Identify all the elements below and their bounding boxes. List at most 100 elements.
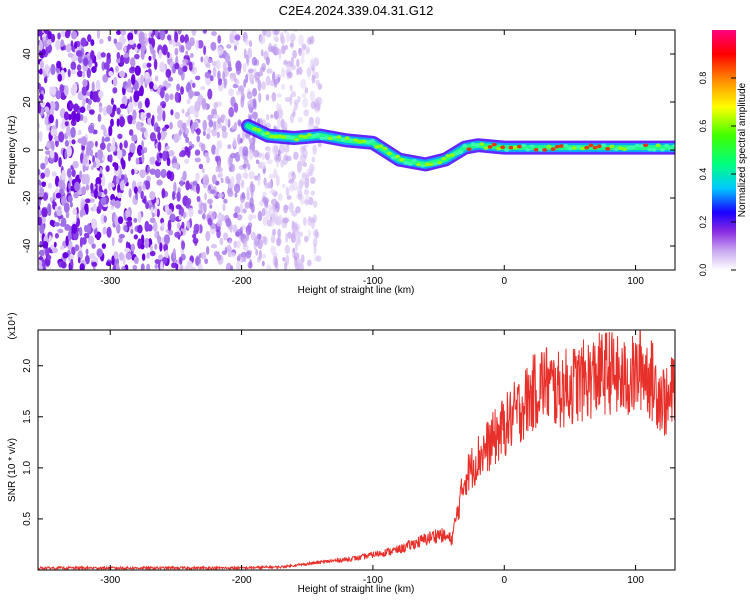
heatmap-noise-cell	[232, 72, 237, 81]
heatmap-noise-cell	[118, 233, 126, 239]
heatmap-noise-cell	[142, 184, 146, 191]
heatmap-noise-cell	[172, 190, 175, 201]
heatmap-noise-cell	[202, 177, 208, 189]
heatmap-noise-cell	[128, 188, 132, 198]
heatmap-noise-cell	[228, 106, 235, 118]
heatmap-noise-cell	[63, 202, 70, 214]
heatmap-noise-cell	[300, 57, 305, 65]
heatmap-noise-cell	[58, 156, 62, 168]
heatmap-noise-cell	[101, 243, 106, 249]
heatmap-noise-cell	[38, 97, 41, 103]
heatmap-noise-cell	[313, 243, 317, 255]
heatmap-noise-cell	[150, 244, 153, 252]
heatmap-noise-cell	[229, 265, 234, 270]
heatmap-noise-cell	[58, 131, 65, 143]
heatmap-noise-cell	[136, 91, 142, 97]
heatmap-noise-cell	[262, 216, 269, 227]
heatmap-noise-cell	[51, 247, 58, 254]
heatmap-noise-cell	[201, 98, 207, 110]
heatmap-signal-cell	[348, 138, 354, 142]
heatmap-noise-cell	[283, 59, 288, 66]
heatmap-noise-cell	[185, 180, 190, 191]
heatmap-noise-cell	[243, 48, 247, 59]
heatmap-noise-cell	[153, 58, 158, 71]
heatmap-noise-cell	[251, 56, 258, 66]
y-tick-label: 1.0	[22, 460, 33, 474]
heatmap-noise-cell	[185, 136, 190, 144]
heatmap-noise-cell	[227, 61, 232, 73]
heatmap-noise-cell	[72, 160, 79, 169]
heatmap-noise-cell	[89, 50, 95, 60]
heatmap-noise-cell	[281, 44, 285, 55]
heatmap-noise-cell	[282, 217, 289, 224]
heatmap-noise-cell	[128, 101, 134, 113]
heatmap-noise-cell	[72, 208, 78, 215]
heatmap-noise-cell	[59, 222, 66, 227]
heatmap-noise-cell	[235, 173, 242, 182]
heatmap-noise-cell	[217, 34, 222, 44]
heatmap-noise-cell	[247, 103, 252, 111]
heatmap-noise-cell	[231, 125, 235, 130]
heatmap-signal-cell	[403, 161, 409, 165]
heatmap-noise-cell	[152, 221, 158, 233]
heatmap-noise-cell	[136, 121, 142, 131]
heatmap-noise-cell	[208, 185, 212, 191]
heatmap-noise-cell	[247, 222, 253, 229]
heatmap-signal-cell	[542, 148, 548, 152]
heatmap-noise-cell	[303, 109, 309, 117]
heatmap-noise-cell	[91, 218, 97, 230]
heatmap-noise-cell	[64, 121, 69, 127]
heatmap-noise-cell	[71, 83, 78, 94]
heatmap-noise-cell	[149, 168, 156, 175]
heatmap-noise-cell	[303, 235, 309, 243]
heatmap-noise-cell	[160, 168, 167, 179]
heatmap-noise-cell	[47, 255, 52, 260]
heatmap-signal-cell	[554, 144, 560, 149]
heatmap-noise-cell	[247, 261, 253, 269]
heatmap-signal-cell	[395, 154, 401, 159]
heatmap-noise-cell	[181, 122, 187, 131]
heatmap-noise-cell	[233, 121, 238, 131]
heatmap-noise-cell	[266, 158, 273, 165]
heatmap-noise-cell	[235, 79, 240, 86]
heatmap-noise-cell	[156, 153, 160, 163]
heatmap-noise-cell	[93, 188, 99, 199]
heatmap-noise-cell	[211, 31, 217, 37]
heatmap-noise-cell	[161, 188, 166, 199]
heatmap-noise-cell	[240, 258, 244, 263]
heatmap-noise-cell	[86, 104, 91, 112]
heatmap-noise-cell	[159, 61, 166, 73]
heatmap-noise-cell	[91, 261, 98, 267]
heatmap-noise-cell	[60, 30, 66, 38]
heatmap-noise-cell	[40, 162, 46, 170]
heatmap-noise-cell	[146, 112, 151, 119]
snr-series-line	[38, 330, 675, 570]
heatmap-noise-cell	[137, 101, 143, 110]
heatmap-noise-cell	[57, 73, 63, 82]
heatmap-noise-cell	[185, 41, 192, 51]
heatmap-noise-cell	[77, 256, 81, 264]
heatmap-noise-cell	[189, 52, 194, 58]
heatmap-noise-cell	[222, 61, 227, 71]
heatmap-noise-cell	[174, 111, 181, 120]
heatmap-noise-cell	[92, 203, 97, 212]
heatmap-noise-cell	[179, 256, 183, 265]
heatmap-noise-cell	[84, 198, 91, 204]
heatmap-noise-cell	[105, 261, 111, 267]
heatmap-noise-cell	[101, 175, 106, 187]
heatmap-noise-cell	[263, 177, 267, 186]
heatmap-noise-cell	[119, 142, 123, 150]
heatmap-noise-cell	[259, 161, 267, 170]
chart-title: C2E4.2024.339.04.31.G12	[279, 3, 434, 18]
heatmap-noise-cell	[135, 157, 140, 165]
heatmap-noise-cell	[203, 45, 207, 56]
heatmap-noise-cell	[304, 87, 309, 94]
heatmap-noise-cell	[237, 133, 241, 145]
heatmap-noise-cell	[200, 143, 206, 152]
heatmap-noise-cell	[216, 220, 223, 227]
heatmap-noise-cell	[285, 186, 290, 197]
heatmap-noise-cell	[204, 71, 211, 79]
heatmap-noise-cell	[98, 90, 104, 99]
heatmap-noise-cell	[46, 142, 51, 149]
heatmap-noise-cell	[67, 231, 72, 242]
